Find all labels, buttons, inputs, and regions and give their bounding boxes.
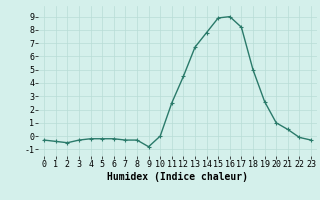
X-axis label: Humidex (Indice chaleur): Humidex (Indice chaleur) (107, 172, 248, 182)
